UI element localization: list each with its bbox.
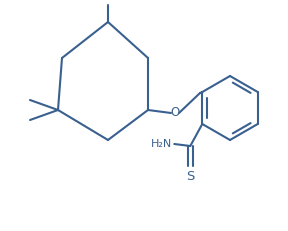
Text: S: S <box>186 170 194 183</box>
Text: O: O <box>170 106 180 119</box>
Text: H₂N: H₂N <box>151 139 172 149</box>
